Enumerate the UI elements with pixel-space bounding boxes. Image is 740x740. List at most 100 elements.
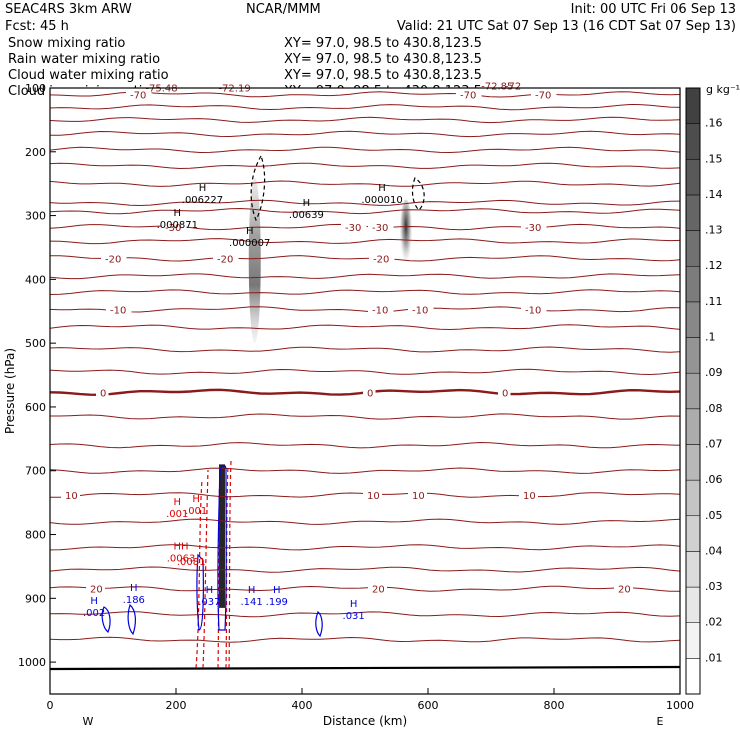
isotherm <box>50 368 680 376</box>
isotherm-label-mask <box>614 582 633 595</box>
isotherm <box>50 199 680 207</box>
y-tick-label: 400 <box>25 273 46 286</box>
snow-max-value: .000871 <box>157 220 198 231</box>
isotherm <box>50 544 680 551</box>
cloud-water-contour <box>315 611 323 638</box>
y-tick-label: 800 <box>25 529 46 542</box>
y-tick-label: 100 <box>25 82 46 95</box>
isotherm-label-mask <box>519 488 538 501</box>
x-tick-label: 800 <box>544 699 565 712</box>
colorbar-label: .04 <box>705 544 723 557</box>
isotherm-label: -20 <box>105 254 121 265</box>
forecast-hour: Fcst: 45 h <box>5 19 69 34</box>
cloud-water-max-marker: H <box>206 585 214 596</box>
colorbar-bin <box>685 408 701 445</box>
isotherm <box>50 130 680 138</box>
isotherm-label-mask <box>408 303 434 316</box>
isotherm-label: 0 <box>502 388 508 399</box>
colorbar-label: .08 <box>705 402 723 415</box>
isotherm <box>50 566 680 573</box>
cloud-water-max-value: .199 <box>266 597 288 608</box>
valid-time: Valid: 21 UTC Sat 07 Sep 13 (16 CDT Sat … <box>397 19 736 34</box>
isotherm-label: 10 <box>523 491 536 502</box>
colorbar-bin <box>685 194 701 231</box>
cloud-water-max-value: .037 <box>198 597 220 608</box>
isotherm-label-mask <box>368 221 394 234</box>
colorbar-label: .16 <box>705 117 723 130</box>
isotherm--70 <box>50 91 680 98</box>
cloud-water-max-value: .186 <box>123 595 145 606</box>
isotherm-label-mask <box>213 252 239 265</box>
isotherm-label: -10 <box>412 305 428 316</box>
x-axis-title: Distance (km) <box>323 714 407 728</box>
isotherm <box>50 346 680 353</box>
colorbar-bin <box>685 265 701 303</box>
cloud-water-max-marker: H <box>350 599 358 610</box>
snow-max-marker: H <box>378 183 386 194</box>
y-axis: 100 200 300 400 500 600 700 800 900 1000 <box>18 82 56 669</box>
isotherm--10 <box>50 306 680 313</box>
isotherm-label: -10 <box>525 305 541 316</box>
colorbar-bin <box>685 586 701 623</box>
rain-max-value: .001 <box>166 509 188 520</box>
colorbar-bin <box>685 301 701 338</box>
cloud-water-max-value: .002 <box>83 608 105 619</box>
isotherm-label: -10 <box>372 305 388 316</box>
isotherm-label: -70 <box>535 90 551 101</box>
isotherm-label-mask <box>368 303 394 316</box>
cloud-water-contour <box>101 606 111 633</box>
isotherm <box>50 146 680 154</box>
isotherm <box>50 289 680 295</box>
x-tick-label: 600 <box>418 699 439 712</box>
rain-contour <box>228 459 232 669</box>
ice-min-labels: -75.48 -72.19 -72.85-72 <box>145 81 521 94</box>
colorbar-label: .15 <box>705 152 723 165</box>
cloud-water-contour <box>217 464 227 631</box>
rain-contour <box>202 469 209 669</box>
y-axis-title: Pressure (hPa) <box>3 348 17 434</box>
east-label: E <box>657 715 664 728</box>
x-tick-label: 1000 <box>666 699 694 712</box>
rain-contour <box>195 479 203 669</box>
field-section: XY= 97.0, 98.5 to 430.8,123.5 <box>284 68 482 83</box>
snow-max-marker: H <box>199 183 207 194</box>
colorbar-bin <box>685 230 701 267</box>
cloud-water-max-marker: H <box>90 596 98 607</box>
mixing-ratio-shading <box>218 177 412 608</box>
isotherm <box>50 413 680 420</box>
colorbar-label: .09 <box>705 366 723 379</box>
snow-shading <box>399 199 412 267</box>
isotherm-label: 10 <box>65 491 78 502</box>
isotherm-label: -30 <box>345 223 361 234</box>
y-tick-label: 200 <box>25 146 46 159</box>
isotherm <box>50 467 680 474</box>
snow-max-value: .000007 <box>229 238 270 249</box>
colorbar-label: .14 <box>705 188 723 201</box>
isotherm-label-mask <box>531 88 557 101</box>
isotherm--20 <box>50 255 680 262</box>
rain-max-marker: H <box>173 497 181 508</box>
isotherm-label: 10 <box>367 491 380 502</box>
snow-shading <box>248 177 261 344</box>
isotherm-label-mask <box>363 488 382 501</box>
rain-contour <box>225 464 229 669</box>
rain-max-value: .0081 <box>177 557 206 568</box>
isotherm-label: -30 <box>525 223 541 234</box>
cloud-water-contour <box>127 603 136 636</box>
y-tick-label: 1000 <box>18 656 46 669</box>
colorbar-bin <box>685 444 701 481</box>
cloud-water-max-marker: H <box>273 585 281 596</box>
header: SEAC4RS 3km ARW NCAR/MMM Init: 00 UTC Fr… <box>5 2 736 34</box>
y-tick-label: 600 <box>25 401 46 414</box>
isotherm-label: 0 <box>100 388 106 399</box>
colorbar-label: .01 <box>705 651 723 664</box>
isotherm-label: -20 <box>217 254 233 265</box>
x-axis: 0 200 400 600 800 1000 <box>47 688 694 712</box>
colorbar-bin <box>685 658 701 695</box>
cloud-water-max-value: .141 <box>240 597 262 608</box>
cloud-water-max-marker: H <box>248 585 256 596</box>
cloud-water-contour <box>196 553 204 631</box>
colorbar: g kg⁻¹ .01 .02 .03 .04 .05 .06 .07 .08 .09 .1 .11.… <box>685 83 740 695</box>
y-tick-label: 300 <box>25 210 46 223</box>
colorbar-bin <box>685 479 701 517</box>
